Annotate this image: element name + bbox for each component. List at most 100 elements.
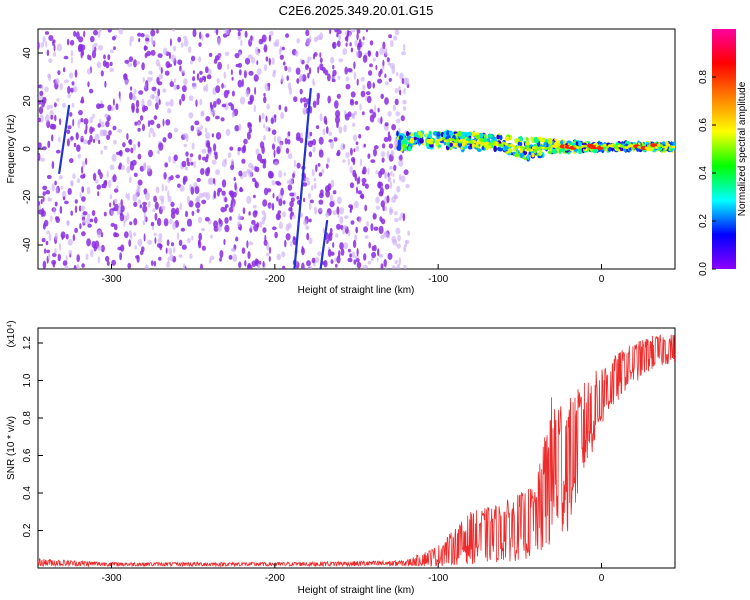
noise-blob [67,125,72,130]
noise-blob [196,73,200,81]
noise-blob [403,247,407,253]
noise-blob [148,70,153,75]
noise-blob [190,153,194,158]
noise-blob [329,227,333,234]
noise-blob [224,217,229,224]
noise-blob [290,241,293,247]
noise-blob [75,132,79,141]
noise-blob [296,162,301,169]
noise-blob [48,58,53,64]
noise-blob [380,93,385,100]
signal-blob [436,131,441,137]
noise-blob [321,168,325,174]
noise-blob [369,63,373,68]
noise-blob [213,225,219,232]
noise-blob [310,140,314,145]
noise-blob [80,205,86,212]
noise-blob [375,170,379,175]
noise-blob [80,99,85,104]
noise-blob [40,157,46,162]
signal-blob [497,147,503,152]
noise-blob [223,71,227,80]
noise-blob [68,72,74,79]
spectrogram-xlabel: Height of straight line (km) [298,285,415,296]
noise-blob [91,50,97,59]
noise-blob [82,139,88,145]
signal-blob [560,140,564,145]
noise-blob [381,157,385,163]
noise-blob [108,179,112,189]
noise-blob [355,145,360,152]
noise-blob [51,161,55,169]
noise-blob [275,38,280,47]
noise-blob [248,241,254,246]
noise-blob [158,73,164,80]
noise-blob [319,57,323,64]
figure-title: C2E6.2025.349.20.01.G15 [279,3,434,18]
noise-blob [350,91,356,98]
noise-blob [369,114,375,123]
noise-blob [194,197,199,202]
noise-blob [153,195,158,203]
noise-blob [144,52,148,59]
noise-blob [219,257,222,262]
colorbar-tick-label: 0.6 [698,118,709,132]
noise-blob [70,181,74,187]
noise-blob [354,100,359,105]
noise-blob [201,199,207,205]
noise-blob [147,201,151,208]
noise-blob [251,165,255,171]
noise-blob [224,224,230,233]
noise-blob [74,205,78,214]
noise-blob [379,47,385,55]
noise-blob [106,261,110,266]
signal-blob [519,151,524,159]
noise-blob [150,76,153,81]
noise-blob [198,232,202,241]
noise-blob [327,183,332,191]
noise-blob [403,264,407,269]
noise-blob [314,206,318,215]
noise-blob [317,66,320,74]
noise-blob [254,86,257,95]
noise-blob [130,147,134,154]
noise-blob [155,59,160,67]
noise-blob [284,65,288,72]
x-tick-label: -300 [101,274,121,285]
noise-blob [113,46,116,51]
noise-blob [179,202,182,211]
noise-blob [274,135,276,143]
noise-blob [344,215,349,220]
noise-blob [42,35,46,43]
noise-blob [44,248,47,254]
noise-blob [206,166,211,174]
signal-peak [485,141,490,145]
noise-blob [389,181,393,189]
noise-blob [164,70,170,76]
signal-peak [644,146,649,150]
noise-blob [192,70,195,74]
noise-blob [38,117,41,123]
noise-blob [139,204,143,209]
x-tick-label: -200 [265,573,285,584]
noise-blob [172,221,177,230]
noise-blob [218,217,221,225]
noise-blob [355,258,360,263]
noise-blob [136,184,140,191]
noise-blob [248,211,251,216]
noise-blob [89,55,92,61]
noise-blob [315,164,318,173]
noise-blob [283,172,287,177]
noise-blob [143,233,146,242]
noise-blob [182,85,187,93]
noise-blob [216,77,220,84]
noise-blob [402,213,406,222]
noise-blob [113,198,118,204]
signal-blob [519,135,523,141]
noise-blob [141,98,145,108]
colorbar-label: Normalized spectral amplitude [737,81,748,216]
noise-blob [217,223,222,232]
noise-blob [61,234,64,240]
noise-blob [51,183,55,192]
